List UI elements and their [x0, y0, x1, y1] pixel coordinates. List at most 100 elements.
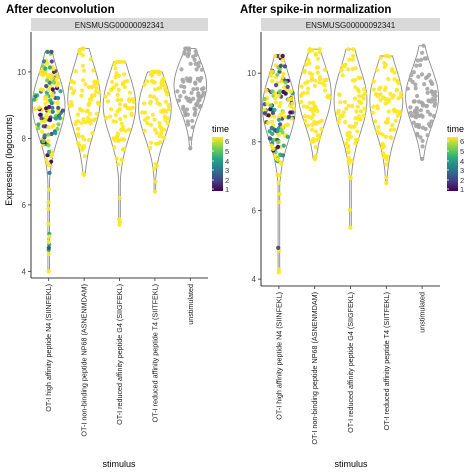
data-point [33, 94, 38, 99]
data-point [82, 137, 87, 142]
data-point [110, 79, 115, 85]
data-point [349, 124, 354, 129]
data-point [388, 91, 393, 96]
data-point [287, 114, 292, 119]
data-point [408, 105, 413, 110]
data-point [319, 118, 324, 123]
data-point [340, 73, 345, 78]
data-point [433, 101, 438, 106]
y-tick-label: 8 [22, 134, 27, 143]
data-point [357, 99, 362, 104]
data-point [199, 87, 204, 92]
data-point [165, 121, 170, 126]
data-point [184, 107, 190, 112]
data-point [117, 102, 123, 107]
x-axis-title: stimulus [334, 459, 368, 469]
y-tick-label: 6 [252, 206, 257, 215]
data-point [87, 138, 92, 143]
data-point [415, 58, 420, 63]
data-point [383, 53, 389, 59]
data-point [322, 88, 328, 93]
data-point [192, 106, 197, 111]
data-point [145, 79, 150, 84]
data-point [353, 78, 358, 83]
data-point [112, 145, 117, 150]
data-point [338, 100, 343, 105]
data-point [392, 127, 397, 132]
data-point [268, 107, 273, 112]
legend-title: time [447, 124, 464, 134]
legend-tick-label: 2 [225, 176, 229, 185]
data-point [388, 127, 393, 133]
data-point [416, 99, 421, 104]
data-point [273, 96, 278, 101]
data-point [75, 126, 81, 131]
data-point [416, 74, 421, 79]
data-point [385, 120, 390, 125]
data-point [285, 122, 290, 127]
data-point [45, 78, 50, 83]
data-point [53, 131, 58, 136]
legend-tick-label: 1 [460, 185, 464, 194]
data-point [123, 128, 128, 133]
data-point [148, 146, 153, 151]
data-point [69, 103, 74, 108]
data-point [312, 83, 317, 89]
data-point [43, 101, 48, 106]
data-point [114, 156, 119, 161]
violin-outline [138, 71, 172, 193]
data-point [348, 225, 353, 230]
data-point [412, 108, 417, 113]
data-point [55, 126, 60, 131]
data-point [158, 140, 163, 145]
data-point [281, 71, 286, 76]
data-point [56, 81, 61, 86]
data-point [114, 82, 119, 87]
data-point [81, 78, 86, 83]
y-tick-label: 10 [17, 68, 26, 77]
facet-strip-label: ENSMUSG00000092341 [306, 21, 396, 30]
data-point [335, 111, 341, 116]
data-point [410, 79, 415, 85]
legend-colorbar [212, 137, 223, 191]
data-point [425, 133, 430, 138]
data-point [350, 104, 355, 109]
data-point [56, 122, 61, 127]
data-point [127, 97, 132, 102]
data-point [384, 180, 389, 186]
data-point [338, 114, 343, 119]
data-point [193, 80, 198, 85]
data-point [142, 82, 147, 87]
data-point [94, 86, 99, 91]
y-tick-label: 4 [252, 275, 257, 284]
data-point [415, 93, 420, 99]
data-point [388, 135, 393, 140]
data-point [50, 124, 55, 129]
data-point [303, 118, 308, 124]
data-point [270, 89, 275, 94]
data-point [157, 69, 162, 74]
data-point [46, 138, 51, 143]
data-point [346, 150, 351, 155]
data-point [309, 107, 314, 112]
data-point [380, 151, 385, 156]
data-point [428, 112, 433, 117]
data-point [39, 116, 44, 121]
data-point [267, 136, 272, 141]
data-point [302, 68, 307, 73]
data-point [44, 157, 49, 162]
data-point [119, 127, 125, 132]
data-point [55, 75, 60, 80]
data-point [355, 87, 360, 92]
data-point [317, 75, 323, 80]
data-point [307, 100, 312, 105]
data-point [281, 143, 286, 148]
data-point [78, 106, 83, 111]
data-point [119, 121, 124, 126]
data-point [425, 86, 430, 91]
data-point [107, 114, 113, 119]
data-point [45, 153, 50, 158]
data-point [356, 75, 361, 80]
legend-tick-label: 6 [460, 137, 464, 146]
x-tick-label: OT-I reduced affinity peptide T4 (SIITFE… [382, 292, 391, 430]
